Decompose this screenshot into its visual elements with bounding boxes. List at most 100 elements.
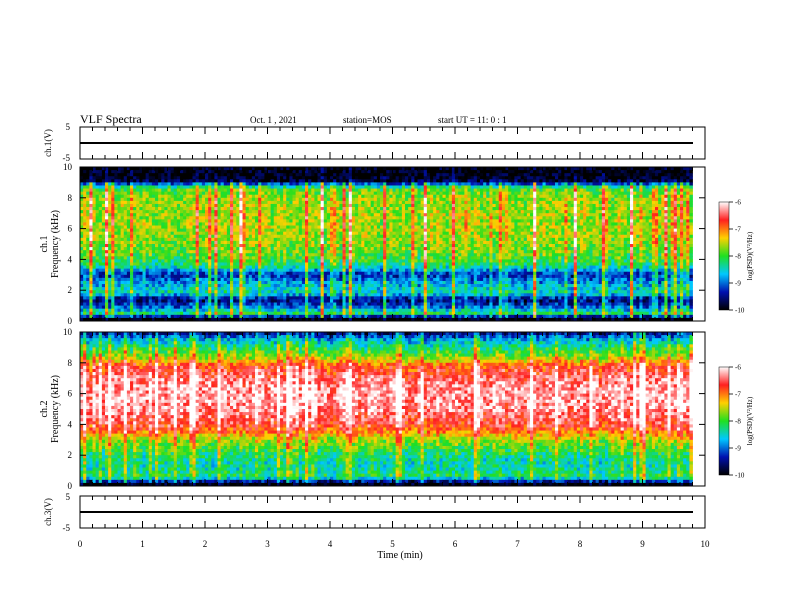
spectrogram-cell: [214, 210, 218, 214]
spectrogram-cell: [617, 173, 622, 177]
spectrogram-cell: [192, 182, 197, 186]
spectrogram-cell: [273, 237, 278, 242]
spectrogram-cell: [95, 210, 100, 214]
spectrogram-cell: [230, 234, 234, 239]
spectrogram-cell: [417, 234, 422, 239]
spectrogram-cell: [620, 200, 625, 205]
spectrogram-cell: [589, 173, 593, 177]
spectrogram-cell: [580, 228, 584, 233]
spectrogram-cell: [211, 207, 215, 211]
spectrogram-cell: [298, 240, 303, 245]
spectrogram-cell: [380, 194, 384, 199]
spectrogram-cell: [105, 237, 109, 242]
spectrogram-cell: [548, 191, 553, 196]
spectrogram-cell: [673, 219, 678, 223]
spectrogram-cell: [670, 234, 675, 239]
spectrogram-cell: [217, 240, 222, 245]
spectrogram-cell: [489, 167, 493, 171]
spectrogram-cell: [420, 167, 425, 171]
spectrogram-cell: [526, 170, 531, 174]
spectrogram-cell: [376, 234, 381, 239]
spectrogram-cell: [617, 219, 622, 223]
spectrogram-cell: [239, 182, 243, 186]
spectrogram-cell: [689, 188, 693, 193]
spectrogram-cell: [108, 200, 112, 205]
spectrogram-cell: [245, 203, 250, 208]
spectrogram-cell: [98, 188, 103, 193]
spectrogram-cell: [201, 240, 206, 245]
spectrogram-cell: [370, 225, 375, 229]
spectrogram-cell: [92, 173, 97, 177]
spectrogram-cell: [239, 191, 243, 196]
spectrogram-cell: [155, 240, 159, 245]
spectrogram-cell: [530, 237, 534, 242]
spectrogram-cell: [589, 170, 593, 174]
spectrogram-cell: [436, 207, 440, 211]
spectrogram-cell: [395, 173, 400, 177]
spectrogram-cell: [501, 170, 506, 174]
spectrogram-cell: [601, 231, 606, 236]
spectrogram-cell: [155, 167, 159, 171]
spectrogram-cell: [339, 237, 343, 242]
spectrogram-cell: [626, 219, 631, 223]
spectrogram-cell: [511, 188, 515, 193]
spectrogram-cell: [276, 182, 281, 186]
spectrogram-cell: [226, 219, 231, 223]
spectrogram-cell: [286, 240, 290, 245]
spectrogram-cell: [595, 179, 600, 183]
spectrogram-cell: [423, 203, 428, 208]
spectrogram-cell: [326, 225, 331, 229]
spectrogram-cell: [383, 194, 387, 199]
spectrogram-cell: [348, 213, 353, 217]
spectrogram-cell: [648, 222, 653, 226]
spectrogram-cell: [317, 194, 322, 199]
spectrogram-cell: [361, 225, 365, 229]
spectrogram-cell: [292, 216, 297, 220]
spectrogram-cell: [589, 200, 593, 205]
spectrogram-cell: [261, 210, 265, 214]
spectrogram-cell: [111, 203, 115, 208]
spectrogram-cell: [561, 200, 565, 205]
spectrogram-cell: [530, 191, 534, 196]
spectrogram-cell: [523, 203, 528, 208]
spectrogram-cell: [626, 237, 631, 242]
spectrogram-cell: [617, 188, 622, 193]
spectrogram-cell: [436, 182, 440, 186]
spectrogram-cell: [258, 197, 262, 202]
spectrogram-cell: [333, 167, 337, 171]
spectrogram-cell: [508, 170, 512, 174]
spectrogram-cell: [164, 225, 168, 229]
spectrogram-cell: [364, 176, 368, 180]
spectrogram-cell: [620, 167, 625, 171]
spectrogram-cell: [195, 194, 200, 199]
spectrogram-cell: [442, 173, 447, 177]
spectrogram-cell: [611, 182, 615, 186]
spectrogram-cell: [270, 173, 275, 177]
spectrogram-cell: [426, 213, 431, 217]
spectrogram-cell: [589, 237, 593, 242]
spectrogram-cell: [270, 197, 275, 202]
spectrogram-cell: [283, 170, 287, 174]
spectrogram-cell: [514, 222, 518, 226]
spectrogram-cell: [130, 225, 134, 229]
spectrogram-cell: [170, 216, 175, 220]
spectrogram-cell: [364, 213, 368, 217]
spectrogram-cell: [395, 216, 400, 220]
spectrogram-cell: [142, 170, 147, 174]
spectrogram-cell: [83, 179, 87, 183]
spectrogram-cell: [136, 179, 140, 183]
spectrogram-cell: [511, 216, 515, 220]
spectrogram-cell: [542, 240, 547, 245]
spectrogram-cell: [670, 173, 675, 177]
spectrogram-cell: [283, 213, 287, 217]
spectrogram-cell: [486, 173, 490, 177]
spectrogram-cell: [664, 234, 668, 239]
spectrogram-cell: [195, 185, 200, 189]
spectrogram-cell: [267, 207, 272, 211]
spectrogram-cell: [392, 179, 397, 183]
spectrogram-cell: [392, 191, 397, 196]
spectrogram-cell: [89, 194, 93, 199]
spectrogram-cell: [389, 170, 393, 174]
spectrogram-cell: [376, 179, 381, 183]
spectrogram-cell: [111, 173, 115, 177]
